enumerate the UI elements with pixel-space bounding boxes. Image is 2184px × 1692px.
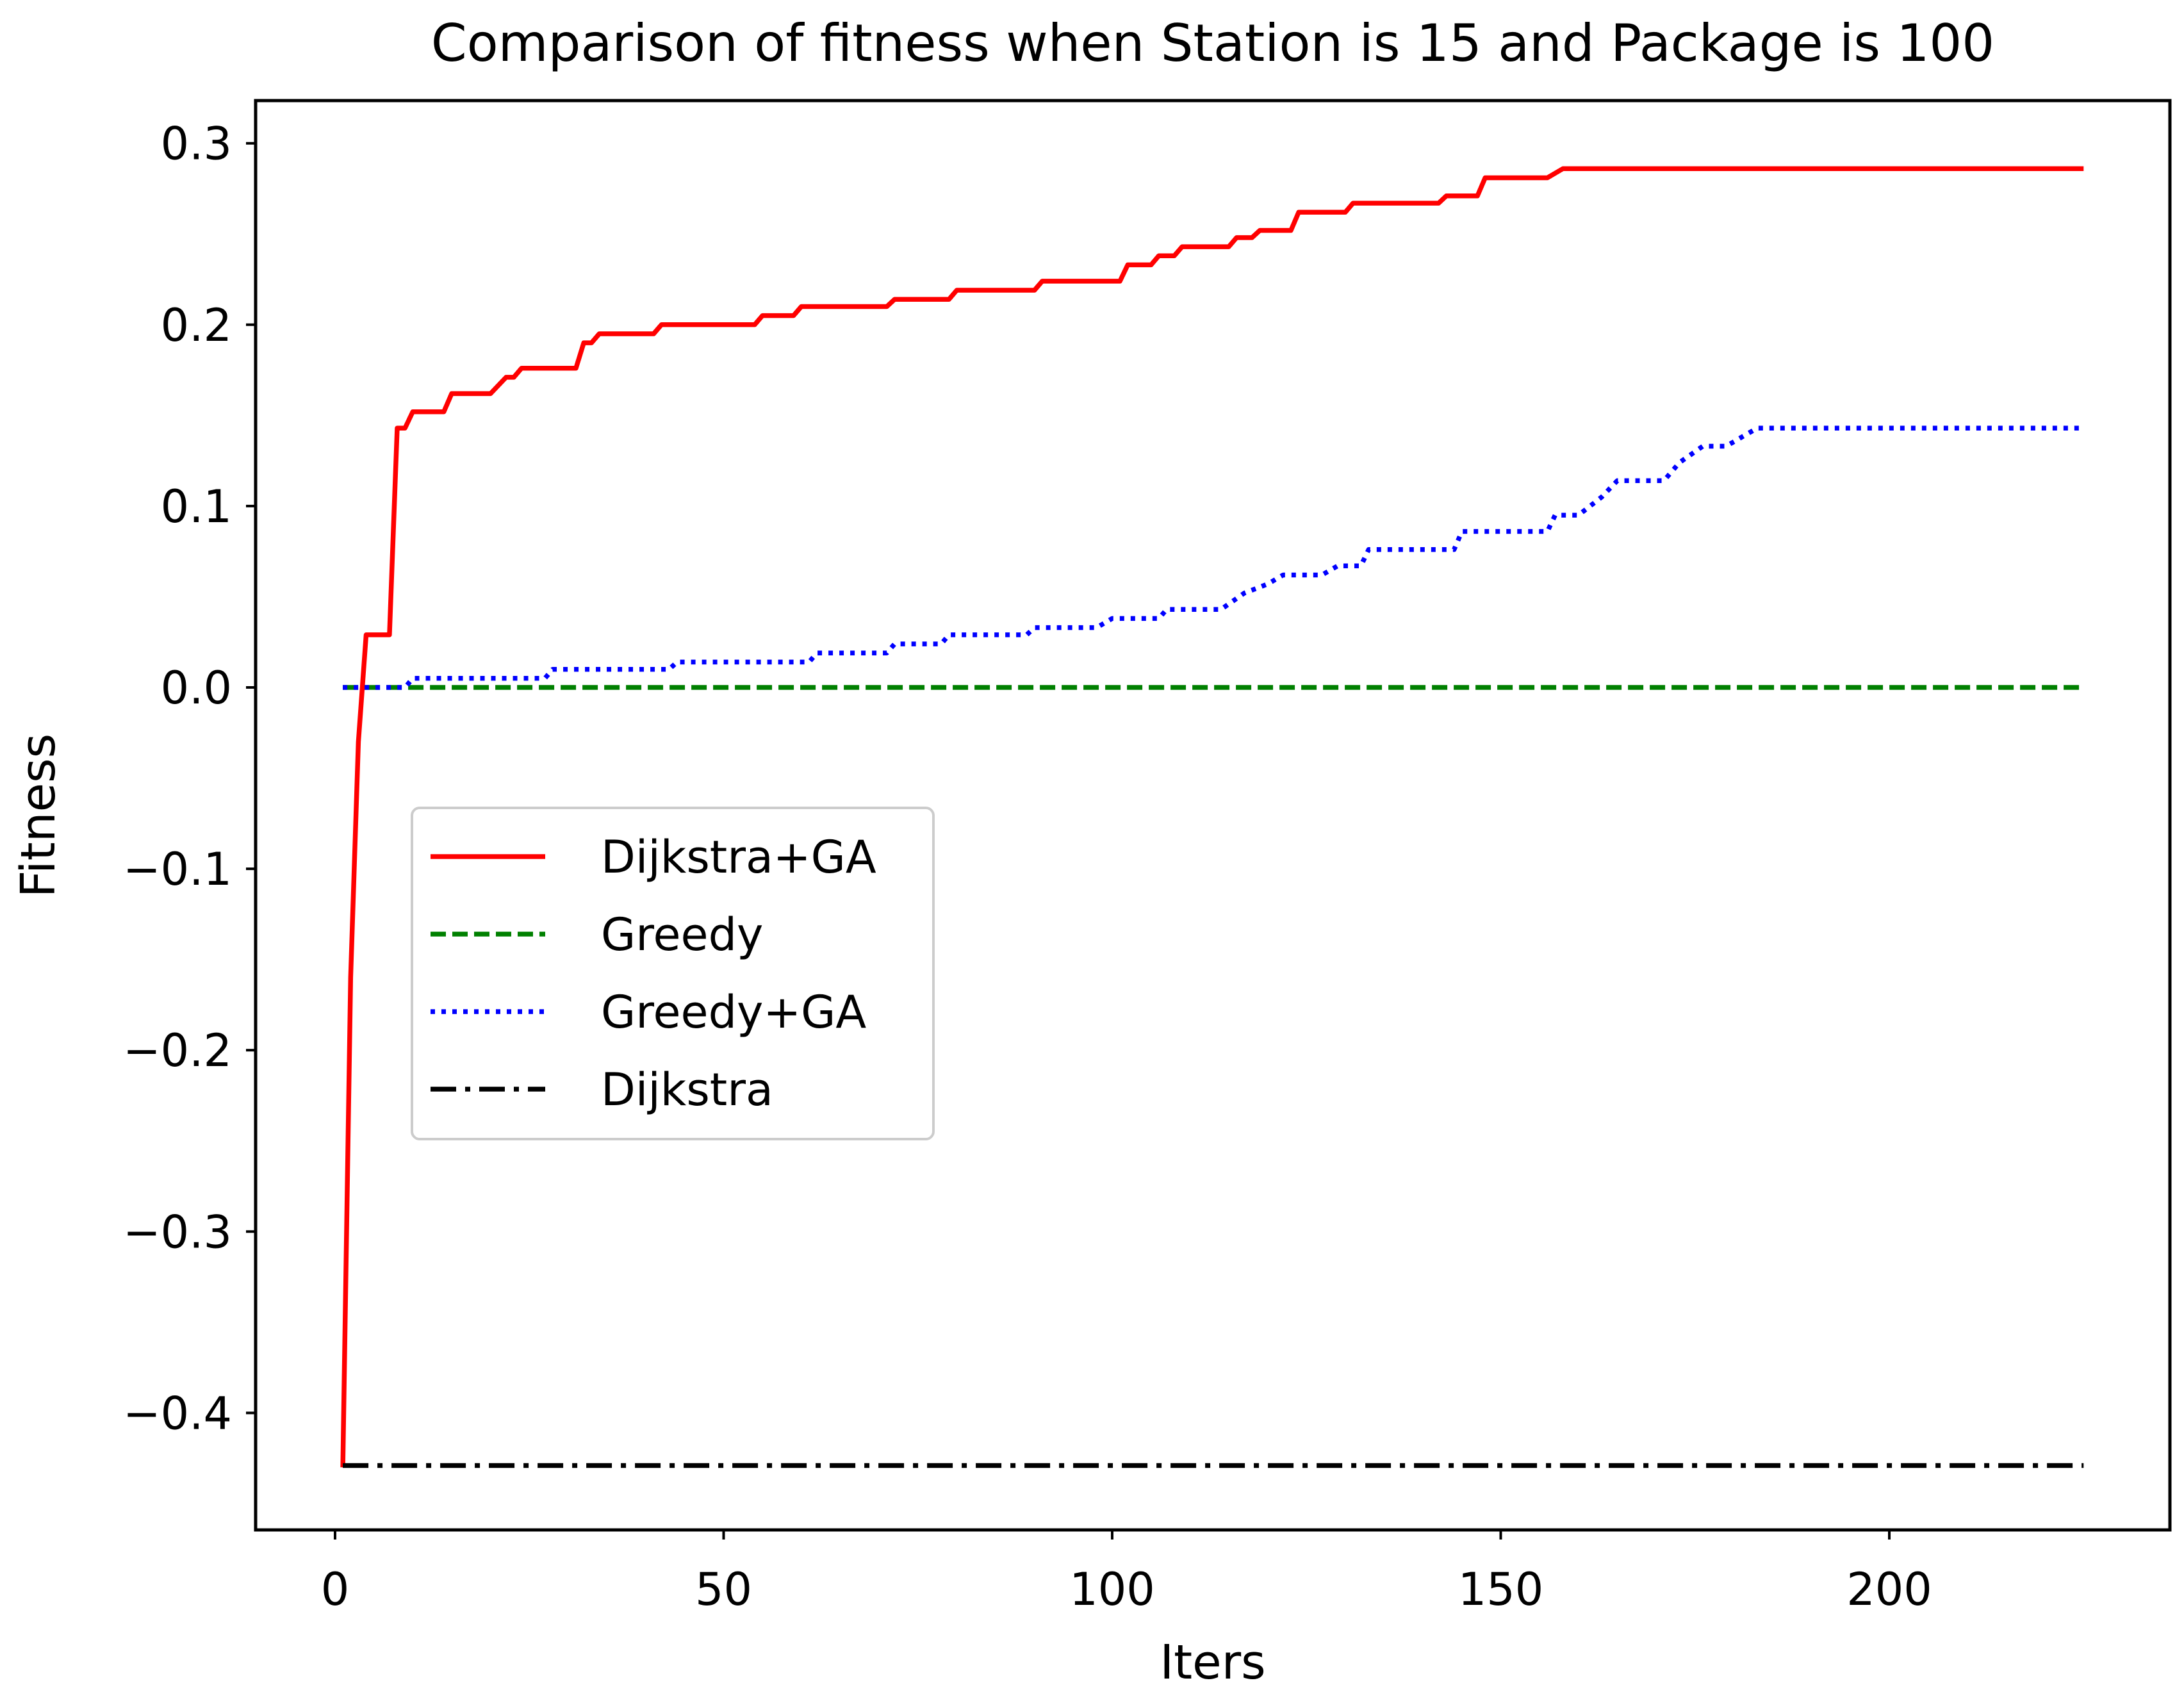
legend-entry: Dijkstra+GA [431, 831, 876, 883]
series-line-greedy-ga [343, 425, 2084, 690]
y-tick-label: −0.2 [123, 1024, 232, 1077]
series-line-dijkstra-ga [340, 166, 2084, 1468]
plot-frame [254, 99, 2172, 1532]
legend-box [411, 807, 935, 1140]
x-axis-ticks: 0 50 100 150 200 [321, 1530, 1932, 1616]
y-tick-label: 0.3 [161, 118, 232, 170]
x-tick-label: 150 [1458, 1563, 1544, 1616]
legend-label: Greedy [601, 908, 763, 961]
legend-entry: Greedy [431, 908, 763, 961]
legend: Dijkstra+GA Greedy Greedy+GA Dijkstra [411, 807, 935, 1140]
y-tick-label: −0.3 [123, 1206, 232, 1258]
y-tick-label: −0.4 [123, 1387, 232, 1440]
plot-lines [340, 166, 2084, 1468]
x-tick-label: 0 [321, 1563, 350, 1616]
legend-label: Greedy+GA [601, 986, 866, 1039]
legend-label: Dijkstra [601, 1064, 773, 1116]
y-tick-label: 0.1 [161, 480, 232, 533]
legend-label: Dijkstra+GA [601, 831, 876, 883]
x-tick-label: 200 [1846, 1563, 1932, 1616]
y-tick-label: −0.1 [123, 843, 232, 896]
x-tick-label: 100 [1069, 1563, 1155, 1616]
legend-entry: Dijkstra [431, 1064, 773, 1116]
chart-title: Comparison of fitness when Station is 15… [431, 13, 1994, 73]
x-tick-label: 50 [695, 1563, 752, 1616]
y-tick-label: 0.0 [161, 662, 232, 714]
y-axis-ticks: 0.3 0.2 0.1 0.0 −0.1 −0.2 −0.3 −0.4 [123, 118, 256, 1440]
legend-entry: Greedy+GA [431, 986, 866, 1039]
x-axis-label: Iters [1160, 1635, 1265, 1690]
y-axis-label: Fitness [11, 734, 66, 898]
y-tick-label: 0.2 [161, 299, 232, 352]
